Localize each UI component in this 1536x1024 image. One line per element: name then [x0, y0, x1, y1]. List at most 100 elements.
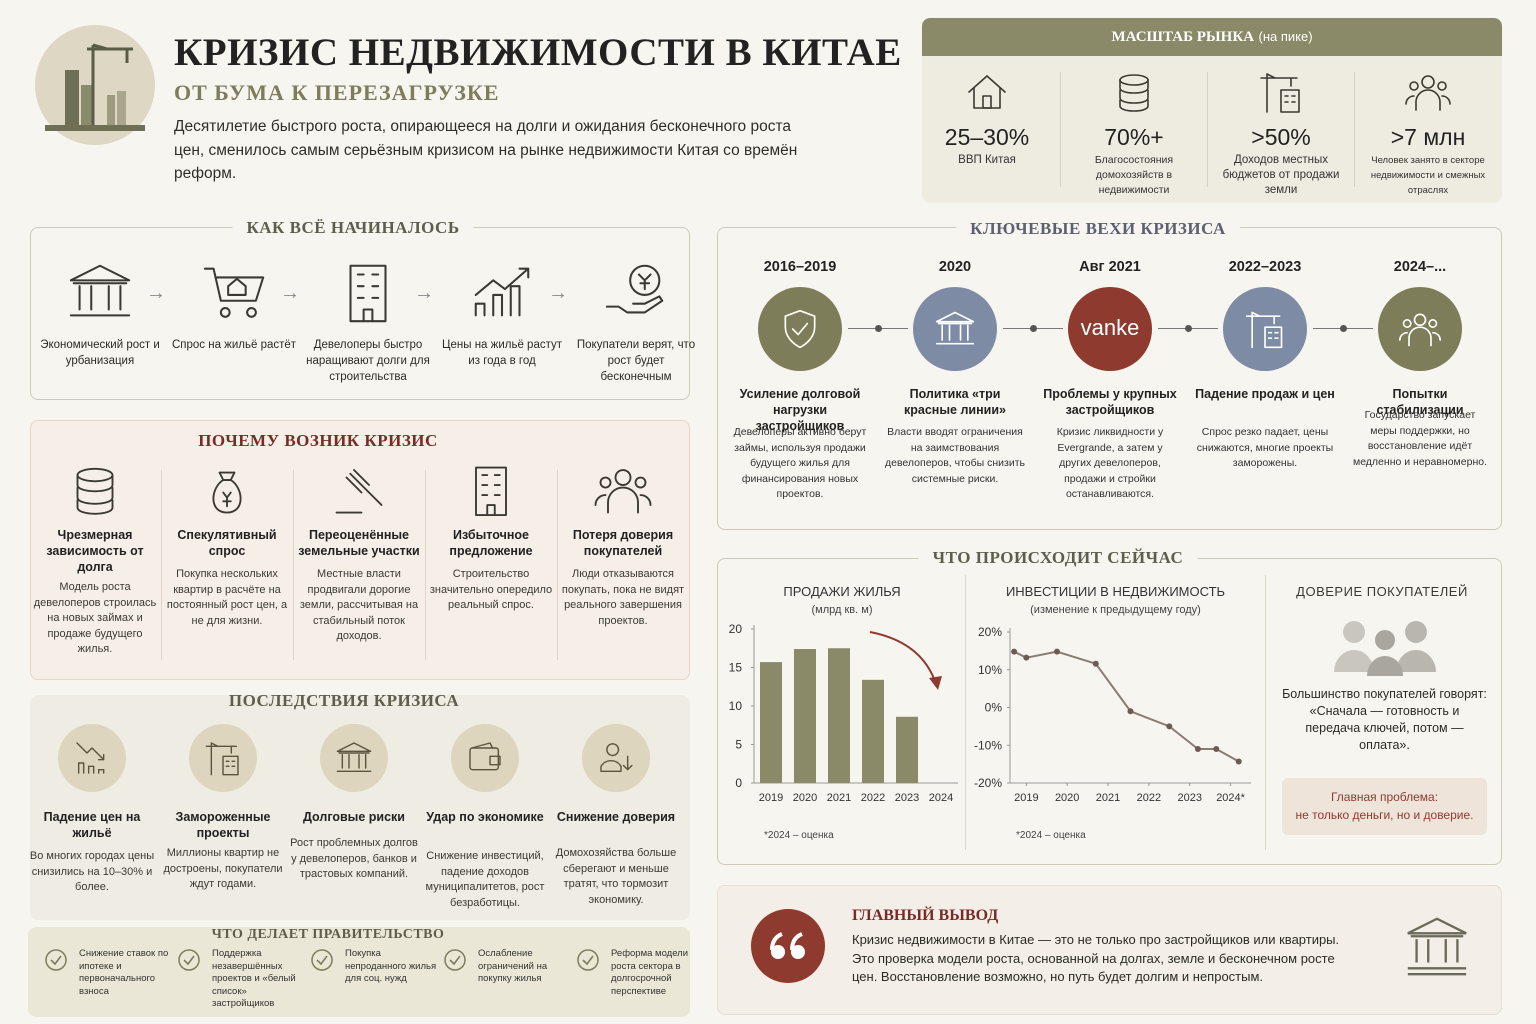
data-point [1127, 708, 1134, 715]
consequence-title: Падение цен на жильё [43, 810, 141, 840]
bar [896, 716, 918, 783]
cause-text: Люди отказываются покупать, пока не видя… [561, 568, 685, 627]
icon-shape [218, 471, 236, 481]
icon-shape [349, 264, 387, 323]
market-title: МАСШТАБ РЫНКА [1111, 29, 1255, 45]
cause-title: Потеря доверия покупателей [572, 528, 674, 558]
milestone-title: Падение продаж и цен [1195, 387, 1335, 401]
data-point [1092, 660, 1099, 667]
icon [1110, 68, 1158, 116]
icon-shape [356, 273, 380, 323]
icon-shape [203, 267, 265, 318]
start-title: КАК ВСЁ НАЧИНАЛОСЬ [232, 218, 474, 238]
icon-shape [470, 742, 494, 749]
connector-dot [1185, 325, 1192, 332]
market-value: 70%+ [1104, 124, 1164, 150]
bar [760, 662, 782, 783]
milestone-circle [1378, 287, 1462, 371]
icon-shape [469, 742, 501, 771]
icon-shape [222, 755, 239, 776]
icon-shape [311, 949, 333, 971]
icon-shape [770, 932, 783, 951]
y-tick-label: 15 [729, 661, 743, 675]
icon-shape [1245, 311, 1281, 349]
icon [65, 460, 125, 520]
trust-text: Большинство покупателей говорят: «Сначал… [1282, 687, 1487, 752]
icon-shape [1399, 313, 1441, 347]
chart-subtitle: (изменение к предыдущему году) [1030, 604, 1201, 616]
icon-shape [968, 75, 1006, 109]
icon-shape [1409, 81, 1419, 91]
data-point [1023, 654, 1030, 661]
now-title: ЧТО ПРОИСХОДИТ СЕЙЧАС [918, 548, 1198, 568]
market-header: МАСШТАБ РЫНКА (на пике) [922, 18, 1502, 56]
cause-text: Покупка нескольких квартир в расчёте на … [166, 568, 288, 627]
x-tick-label: 2022 [861, 792, 885, 804]
cause-title: Переоценённые земельные участки [298, 528, 420, 558]
icon-shape [311, 949, 333, 971]
consequences-title: ПОСЛЕДСТВИЯ КРИЗИСА [228, 691, 460, 710]
y-tick-label: -10% [974, 738, 1002, 752]
icon-shape [475, 466, 507, 516]
icon-shape [973, 87, 1001, 109]
divider [965, 575, 966, 850]
trust-people-icon [1334, 621, 1436, 676]
icon-shape [1405, 95, 1451, 105]
chart-note: *2024 – оценка [1016, 830, 1086, 841]
investment-chart: ИНВЕСТИЦИИ В НЕДВИЖИМОСТЬ (изменение к пр… [974, 584, 1251, 841]
government-item: Снижение ставок по ипотеке и первоначаль… [79, 948, 169, 997]
milestone-circle [1068, 287, 1152, 371]
check-icon [444, 949, 466, 971]
y-tick-label: 20% [978, 625, 1002, 639]
icon-shape [178, 949, 200, 971]
icon-shape [87, 43, 133, 125]
icon-shape [790, 932, 803, 951]
x-tick-label: 2019 [759, 792, 783, 804]
conclusion-panel [717, 885, 1502, 1015]
data-point [1213, 746, 1220, 753]
page-description: Десятилетие быстрого роста, опирающееся … [174, 118, 798, 182]
causes-title: ПОЧЕМУ ВОЗНИК КРИЗИС [198, 431, 438, 450]
icon [1398, 307, 1442, 351]
icon [933, 307, 977, 351]
x-tick-label: 2024* [1216, 792, 1245, 804]
icon-shape [69, 264, 131, 317]
icon [333, 257, 403, 327]
market-value: >50% [1251, 124, 1311, 150]
milestone-period: 2024–... [1393, 259, 1447, 275]
icon [601, 257, 671, 327]
icon-shape [1413, 313, 1427, 327]
check-icon [577, 949, 599, 971]
icon-shape [1405, 75, 1451, 111]
icon-shape [1284, 95, 1296, 103]
icon [1257, 68, 1305, 116]
milestone-period: 2020 [938, 259, 972, 275]
icon-shape [784, 309, 816, 349]
icon-shape [577, 949, 599, 971]
icon-shape [1119, 74, 1149, 86]
icon-shape [336, 742, 372, 753]
icon-shape [1119, 74, 1149, 112]
data-point [1166, 723, 1173, 730]
trend-arrow [869, 631, 937, 685]
icon-shape [469, 747, 500, 771]
data-line [1013, 650, 1240, 763]
start-step: Экономический рост и урбанизация [40, 339, 160, 367]
icon-shape [1245, 311, 1283, 349]
icon-shape [1407, 917, 1467, 976]
divider [1354, 72, 1355, 187]
icon-circle [451, 724, 519, 792]
market-label: Благосостояния домохозяйств в недвижимос… [1094, 154, 1174, 196]
icon-shape [449, 955, 461, 966]
icon-shape [1119, 74, 1149, 112]
chart-title: ИНВЕСТИЦИИ В НЕДВИЖИМОСТЬ [1006, 584, 1225, 599]
icon [596, 738, 636, 778]
icon-shape [474, 285, 521, 317]
y-tick-label: -20% [974, 776, 1002, 790]
trust-problem-label: Главная проблема: [1330, 790, 1439, 804]
data-point [1053, 648, 1060, 655]
start-step: Цены на жильё растут из года в год [441, 339, 563, 367]
divider [161, 470, 162, 660]
government-item: Поддержка незавершённых проектов и «белы… [212, 948, 296, 1009]
